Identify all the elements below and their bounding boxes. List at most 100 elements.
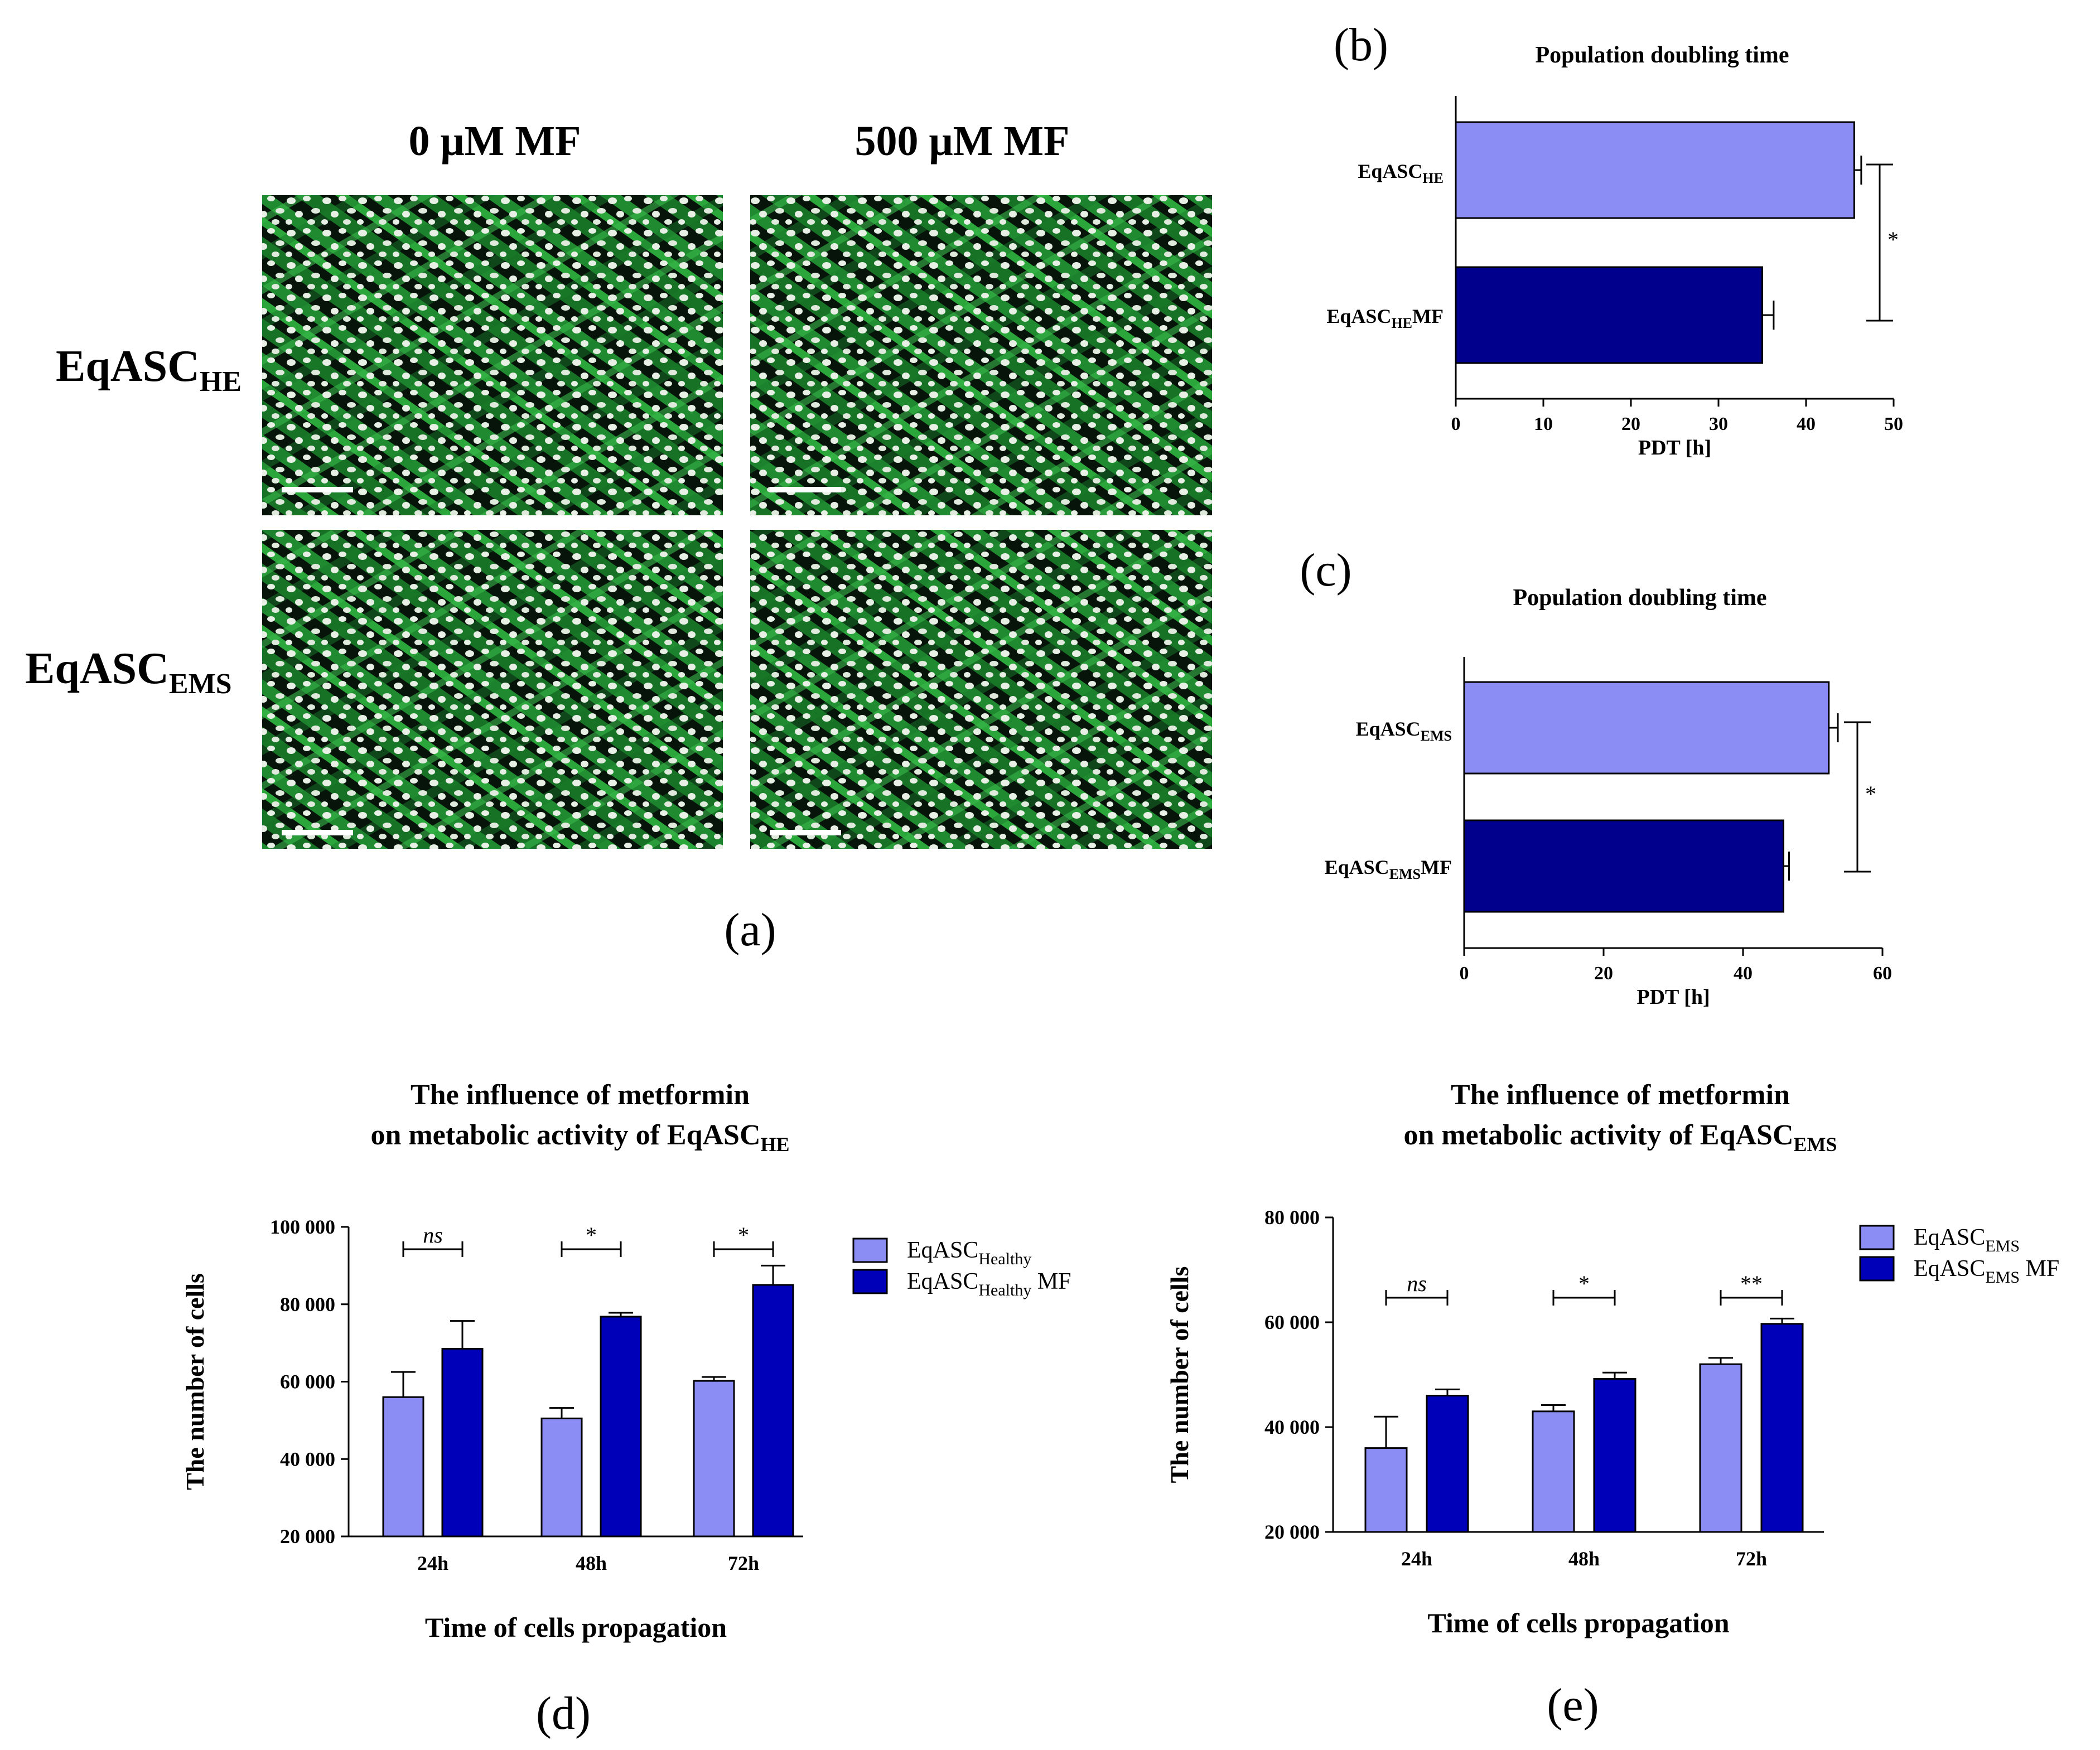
significance-label: ns [423,1222,443,1248]
micrograph-ems-0 [262,530,723,849]
legend-label-sub: EMS [1985,1237,2020,1255]
category-label-base: EqASC [1356,718,1421,740]
panel-a: 0 μM MF 500 μM MF EqASCHE EqASCEMS [25,118,1212,956]
legend-swatch [852,1237,888,1263]
x-axis-label: PDT [h] [1636,985,1710,1009]
y-tick-label: 20 000 [1264,1521,1320,1543]
legend-swatch [1859,1256,1895,1282]
legend-swatch [1859,1225,1895,1250]
legend-label-base: EqASC [1914,1225,1985,1250]
category-label: EqASCHE [1358,160,1444,186]
x-tick-label: 40 [1797,414,1816,434]
y-axis-label: The number of cells [1165,1266,1194,1483]
y-tick-label: 80 000 [280,1293,335,1316]
bar-metformin [441,1348,484,1538]
legend-label: EqASCHealthy [907,1237,1031,1268]
chart-title-line2-sub: HE [761,1133,790,1156]
category-label-base: EqASC [1358,160,1422,182]
bar-control [1699,1363,1742,1533]
bar-control [1463,681,1830,775]
scale-bar [770,487,841,492]
bar-control [693,1380,735,1538]
x-axis-label: Time of cells propagation [1427,1607,1729,1638]
x-tick-label: 0 [1460,963,1469,984]
bar-control [1532,1410,1575,1533]
y-tick-label: 100 000 [270,1216,335,1238]
significance-label: ns [1407,1271,1427,1296]
micrograph-he-0 [262,195,723,515]
col-header-1: 500 μM MF [855,118,1070,165]
bar-metformin [1426,1395,1469,1533]
x-tick-label: 30 [1709,414,1728,434]
y-tick-label: 80 000 [1264,1206,1320,1229]
row-label-ems: EqASCEMS [25,644,232,700]
chart-title: Population doubling time [1513,585,1766,611]
chart-title-line2: on metabolic activity of EqASCHE [370,1119,789,1156]
significance-label: ** [1740,1271,1763,1296]
chart-title-line2-base: on metabolic activity of EqASC [1403,1119,1793,1151]
bar-metformin [1593,1378,1636,1533]
y-axis-label: The number of cells [181,1273,209,1490]
category-label-sub: HE [1391,315,1412,331]
panel-label: (c) [1300,544,1351,596]
bar-metformin [1463,819,1784,913]
y-tick-label: 60 000 [1264,1311,1320,1333]
row-label-ems-base: EqASC [25,644,169,693]
category-label-base: EqASC [1325,856,1389,878]
x-tick-label: 50 [1884,414,1903,434]
x-tick-label: 40 [1734,963,1753,984]
chart-title-line2-base: on metabolic activity of EqASC [370,1119,760,1151]
row-label-he-base: EqASC [56,342,200,391]
bar-metformin [600,1316,642,1538]
x-tick-label: 72h [728,1552,759,1574]
x-tick-label: 48h [576,1552,607,1574]
x-tick-label: 24h [1401,1548,1432,1570]
legend-label-suffix: MF [2020,1256,2059,1282]
chart-c: (c) Population doubling time 0 20 40 60 PDT [h… [1300,544,1892,1009]
panel-label: (d) [536,1688,591,1739]
chart-e: The influence of metformin on metabolic a… [1165,1079,2059,1731]
bar-control [1364,1447,1408,1533]
x-tick-label: 48h [1568,1548,1600,1570]
legend-label: EqASCEMS [1914,1225,2020,1255]
panel-label: (e) [1547,1679,1599,1731]
x-axis-label: PDT [h] [1638,436,1711,460]
legend-label-sub: Healthy [978,1281,1031,1299]
micrograph-ems-500 [750,530,1212,849]
category-label: EqASCEMS [1356,718,1452,744]
x-tick-label: 10 [1534,414,1553,434]
col-header-0: 0 μM MF [409,118,581,165]
legend-label-base: EqASC [907,1269,978,1294]
significance-label: * [738,1222,749,1248]
category-label: EqASCEMSMF [1325,856,1452,882]
chart-b: (b) Population doubling time 0 10 20 30 40 50 PD… [1326,19,1903,460]
y-tick-label: 20 000 [280,1525,335,1548]
row-label-ems-sub: EMS [169,668,232,700]
bar-metformin [752,1284,794,1538]
chart-title: Population doubling time [1535,42,1789,68]
row-label-he-sub: HE [200,366,242,398]
legend-swatch [852,1269,888,1294]
x-tick-label: 0 [1451,414,1461,434]
bar-control [1455,121,1855,219]
x-tick-label: 60 [1873,963,1892,984]
chart-d: The influence of metformin on metabolic a… [181,1079,1071,1739]
chart-title-line2: on metabolic activity of EqASCEMS [1403,1119,1837,1156]
category-label-base: EqASC [1326,305,1391,327]
row-label-he: EqASCHE [56,342,242,398]
y-tick-label: 60 000 [280,1371,335,1393]
scale-bar [282,830,353,835]
legend-label-sub: EMS [1985,1268,2020,1287]
y-tick-label: 40 000 [1264,1416,1320,1438]
bar-metformin [1760,1323,1804,1533]
legend-label: EqASCHealthy MF [907,1269,1071,1299]
bar-control [540,1417,583,1538]
chart-title-line2-sub: EMS [1794,1133,1837,1156]
category-label: EqASCHEMF [1326,305,1444,331]
scale-bar [282,487,353,492]
bar-metformin [1455,266,1763,364]
significance-label: * [586,1222,597,1248]
panel-label-a: (a) [724,904,776,956]
category-label-sub: HE [1422,170,1444,186]
